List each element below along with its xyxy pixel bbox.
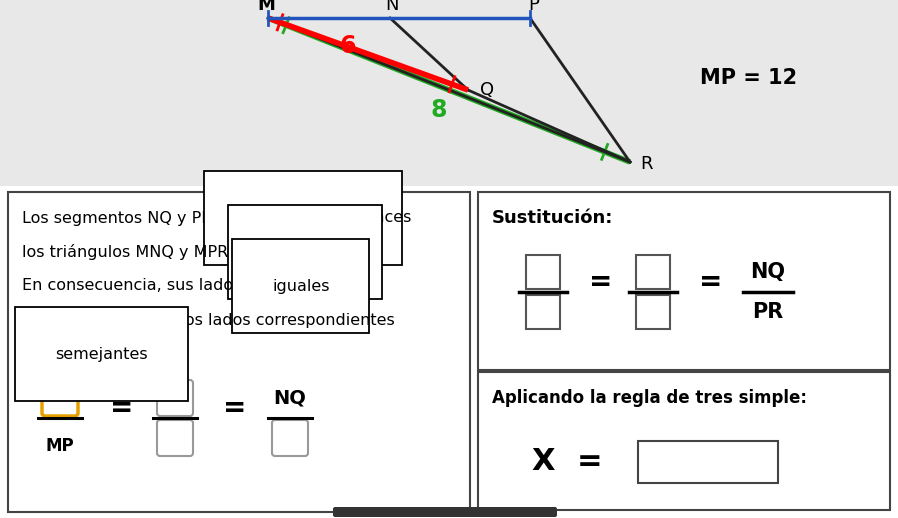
- FancyBboxPatch shape: [8, 192, 470, 512]
- Text: M: M: [257, 0, 275, 14]
- Text: P: P: [529, 0, 540, 14]
- Text: paralelos: paralelos: [268, 244, 341, 260]
- Text: son: son: [22, 347, 50, 362]
- FancyBboxPatch shape: [42, 380, 78, 416]
- FancyBboxPatch shape: [478, 192, 890, 370]
- FancyBboxPatch shape: [636, 255, 670, 289]
- FancyBboxPatch shape: [478, 372, 890, 510]
- Text: R: R: [640, 155, 653, 173]
- FancyBboxPatch shape: [638, 441, 778, 483]
- Text: Aplicando la regla de tres simple:: Aplicando la regla de tres simple:: [492, 389, 807, 407]
- Text: semejantes: semejantes: [55, 347, 147, 362]
- Text: =: =: [224, 394, 247, 422]
- Text: =: =: [577, 448, 603, 477]
- Text: =: =: [110, 394, 134, 422]
- FancyBboxPatch shape: [526, 295, 560, 329]
- Text: =: =: [700, 268, 723, 296]
- Text: Sustitución:: Sustitución:: [492, 209, 613, 227]
- FancyBboxPatch shape: [526, 255, 560, 289]
- Text: los triángulos MNQ y MPR son: los triángulos MNQ y MPR son: [22, 244, 261, 260]
- Text: 8: 8: [431, 98, 447, 122]
- Text: N: N: [385, 0, 399, 14]
- FancyBboxPatch shape: [636, 295, 670, 329]
- Text: iguales: iguales: [272, 279, 330, 294]
- Text: .: .: [342, 244, 348, 260]
- FancyBboxPatch shape: [333, 507, 557, 517]
- FancyBboxPatch shape: [157, 420, 193, 456]
- Text: =: =: [589, 268, 612, 296]
- FancyBboxPatch shape: [272, 420, 308, 456]
- Text: MP = 12: MP = 12: [700, 68, 797, 88]
- Text: En consecuencia, sus lados son: En consecuencia, sus lados son: [22, 279, 275, 294]
- Text: 6: 6: [339, 34, 357, 58]
- Text: X: X: [532, 448, 555, 477]
- Text: ntonces: ntonces: [348, 210, 411, 225]
- Text: Q: Q: [480, 81, 494, 99]
- Text: MP: MP: [46, 437, 75, 455]
- FancyBboxPatch shape: [0, 186, 898, 518]
- Text: y las razones entre los lados correspondientes: y las razones entre los lados correspond…: [22, 312, 395, 327]
- Text: Los segmentos NQ y PR son: Los segmentos NQ y PR son: [22, 210, 246, 225]
- Text: PR: PR: [753, 302, 784, 322]
- Text: NQ: NQ: [274, 388, 306, 408]
- Text: NQ: NQ: [751, 262, 786, 282]
- FancyBboxPatch shape: [157, 380, 193, 416]
- Text: proporcionales: proporcionales: [244, 210, 363, 225]
